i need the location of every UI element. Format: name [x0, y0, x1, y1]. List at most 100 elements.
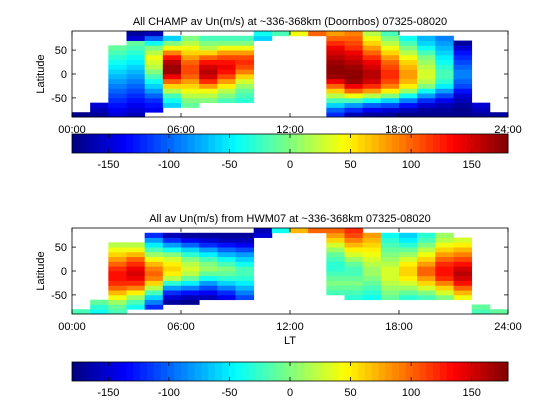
- heatmap-cell: [235, 271, 255, 277]
- heatmap-cell: [199, 74, 218, 80]
- heatmap-cell: [435, 64, 454, 70]
- colorbar-segment: [296, 362, 305, 381]
- heatmap-cell: [380, 74, 400, 80]
- heatmap-cell: [126, 35, 146, 41]
- colorbar-segment: [235, 134, 243, 153]
- heatmap-cell: [453, 290, 473, 296]
- heatmap-cell: [162, 97, 182, 104]
- colorbar-segment: [269, 134, 277, 153]
- colorbar-segment: [249, 362, 257, 381]
- colorbar-segment: [501, 134, 509, 153]
- heatmap-cell: [471, 102, 491, 108]
- heatmap-cell: [181, 261, 200, 267]
- heatmap-cell: [453, 275, 473, 281]
- heatmap-cell: [380, 275, 400, 281]
- heatmap-cell: [235, 40, 255, 46]
- colorbar-segment: [174, 134, 182, 153]
- heatmap-cell: [162, 78, 182, 84]
- heatmap-cell: [399, 64, 418, 70]
- heatmap-cell: [181, 280, 200, 286]
- heatmap-cell: [453, 237, 473, 243]
- heatmap-cell: [380, 280, 400, 286]
- colorbar-segment: [419, 362, 427, 381]
- bottom-x-ticks: 00:00 06:00 12:00 18:00 24:00: [58, 228, 522, 333]
- heatmap-cell: [162, 294, 182, 301]
- heatmap-cell: [108, 54, 127, 61]
- heatmap-cell: [380, 78, 400, 84]
- heatmap-cell: [380, 271, 400, 277]
- heatmap-cell: [162, 256, 182, 262]
- heatmap-cell: [162, 251, 182, 258]
- top-y-ticks: -50 0 50: [51, 45, 508, 105]
- heatmap-cell: [326, 83, 345, 89]
- heatmap-cell: [217, 285, 236, 291]
- heatmap-cell: [435, 294, 454, 301]
- heatmap-cell: [435, 69, 454, 75]
- heatmap-cell: [362, 64, 382, 70]
- heatmap-cell: [362, 251, 382, 258]
- heatmap-cell: [144, 232, 164, 238]
- heatmap-cell: [144, 275, 164, 281]
- colorbar-segment: [262, 362, 271, 381]
- heatmap-cell: [108, 88, 127, 94]
- heatmap-cell: [162, 242, 182, 248]
- colorbar-segment: [473, 362, 482, 381]
- colorbar-segment: [167, 134, 175, 153]
- heatmap-cell: [362, 247, 382, 253]
- colorbar-segment: [221, 134, 230, 153]
- heatmap-cell: [453, 266, 473, 272]
- heatmap-cell: [181, 232, 200, 238]
- heatmap-cell: [435, 112, 454, 118]
- heatmap-cell: [181, 251, 200, 258]
- heatmap-cell: [435, 247, 454, 253]
- heatmap-cell: [199, 275, 218, 281]
- heatmap-cell: [144, 285, 164, 291]
- colorbar-segment: [255, 362, 264, 381]
- colorbar-tick-label: 50: [344, 387, 356, 399]
- heatmap-cell: [417, 83, 436, 89]
- colorbar-segment: [208, 362, 216, 381]
- heatmap-cell: [380, 247, 400, 253]
- heatmap-cell: [308, 31, 327, 37]
- heatmap-cell: [453, 112, 473, 118]
- colorbar-segment: [276, 362, 284, 381]
- heatmap-cell: [380, 83, 400, 89]
- heatmap-cell: [344, 294, 364, 301]
- heatmap-cell: [453, 59, 473, 65]
- heatmap-cell: [217, 232, 236, 238]
- heatmap-cell: [453, 294, 473, 301]
- heatmap-cell: [362, 35, 382, 41]
- heatmap-cell: [162, 261, 182, 267]
- x-tick-label: 24:00: [494, 124, 522, 136]
- heatmap-cell: [126, 299, 146, 305]
- colorbar-segment: [269, 362, 277, 381]
- heatmap-cell: [126, 275, 146, 281]
- heatmap-cell: [362, 242, 382, 248]
- colorbar-segment: [99, 362, 107, 381]
- colorbar-segment: [419, 134, 427, 153]
- colorbar-segment: [385, 362, 393, 381]
- heatmap-cell: [362, 237, 382, 243]
- heatmap-cell: [217, 247, 236, 253]
- y-tick-label: 50: [55, 242, 67, 254]
- x-tick-label: 00:00: [58, 321, 86, 333]
- heatmap-cell: [217, 242, 236, 248]
- heatmap-cell: [235, 251, 255, 258]
- colorbar-segment: [433, 362, 441, 381]
- heatmap-cell: [362, 266, 382, 272]
- colorbar-segment: [181, 134, 189, 153]
- heatmap-cell: [199, 59, 218, 65]
- heatmap-cell: [108, 112, 127, 118]
- heatmap-cell: [362, 31, 382, 37]
- heatmap-cell: [253, 228, 273, 234]
- colorbar-segment: [160, 362, 168, 381]
- heatmap-cell: [108, 242, 127, 248]
- heatmap-cell: [72, 112, 91, 118]
- heatmap-cell: [217, 275, 236, 281]
- colorbar-segment: [399, 134, 407, 153]
- heatmap-cell: [235, 93, 255, 99]
- heatmap-cell: [417, 266, 436, 272]
- heatmap-cell: [362, 88, 382, 94]
- heatmap-cell: [435, 280, 454, 286]
- heatmap-cell: [162, 232, 182, 238]
